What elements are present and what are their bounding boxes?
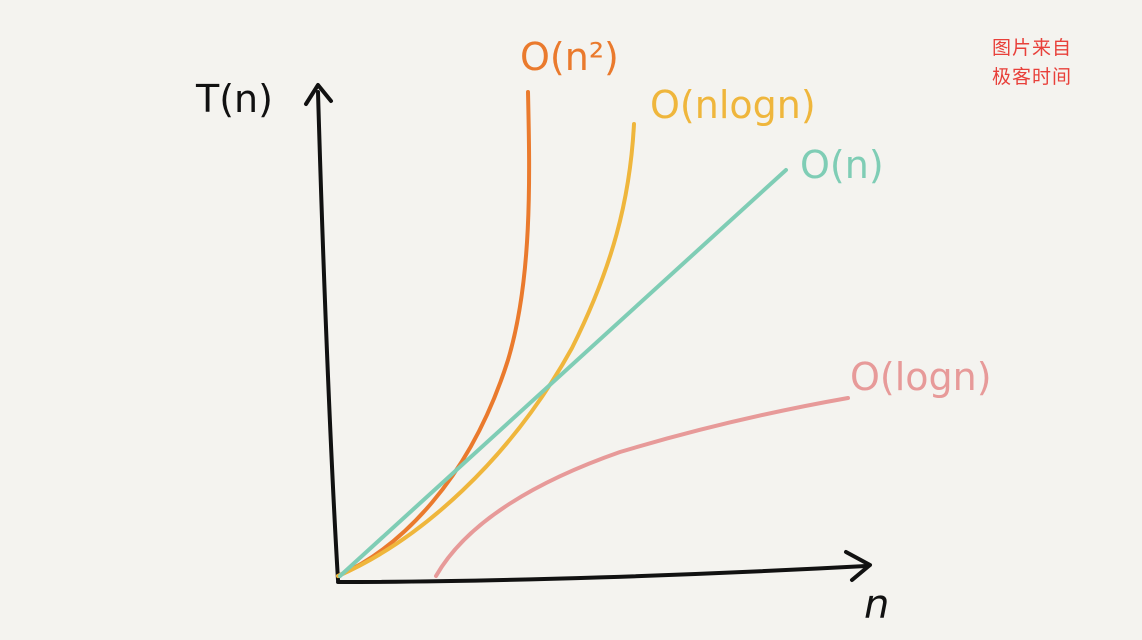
x-axis-arrowhead bbox=[844, 550, 872, 582]
watermark-line-2: 极客时间 bbox=[992, 66, 1073, 88]
series-label-logn: O(logn) bbox=[850, 355, 992, 399]
x-axis-line bbox=[336, 564, 868, 584]
series-curve-logn bbox=[434, 396, 850, 578]
watermark-line-1: 图片来自 bbox=[992, 37, 1073, 59]
series-label-n-squared: O(n²) bbox=[520, 35, 619, 79]
series-curve-n-squared bbox=[336, 90, 532, 578]
watermark: 图片来自 极客时间 bbox=[992, 34, 1088, 92]
series-curve-nlogn bbox=[336, 122, 636, 578]
series-curve-n bbox=[338, 168, 788, 578]
x-axis-label: n bbox=[864, 582, 889, 628]
series-label-n: O(n) bbox=[800, 143, 884, 187]
y-axis-line bbox=[316, 90, 340, 582]
y-axis-label: T(n) bbox=[195, 77, 273, 121]
series-label-nlogn: O(nlogn) bbox=[650, 83, 816, 127]
y-axis-arrowhead bbox=[304, 83, 333, 106]
